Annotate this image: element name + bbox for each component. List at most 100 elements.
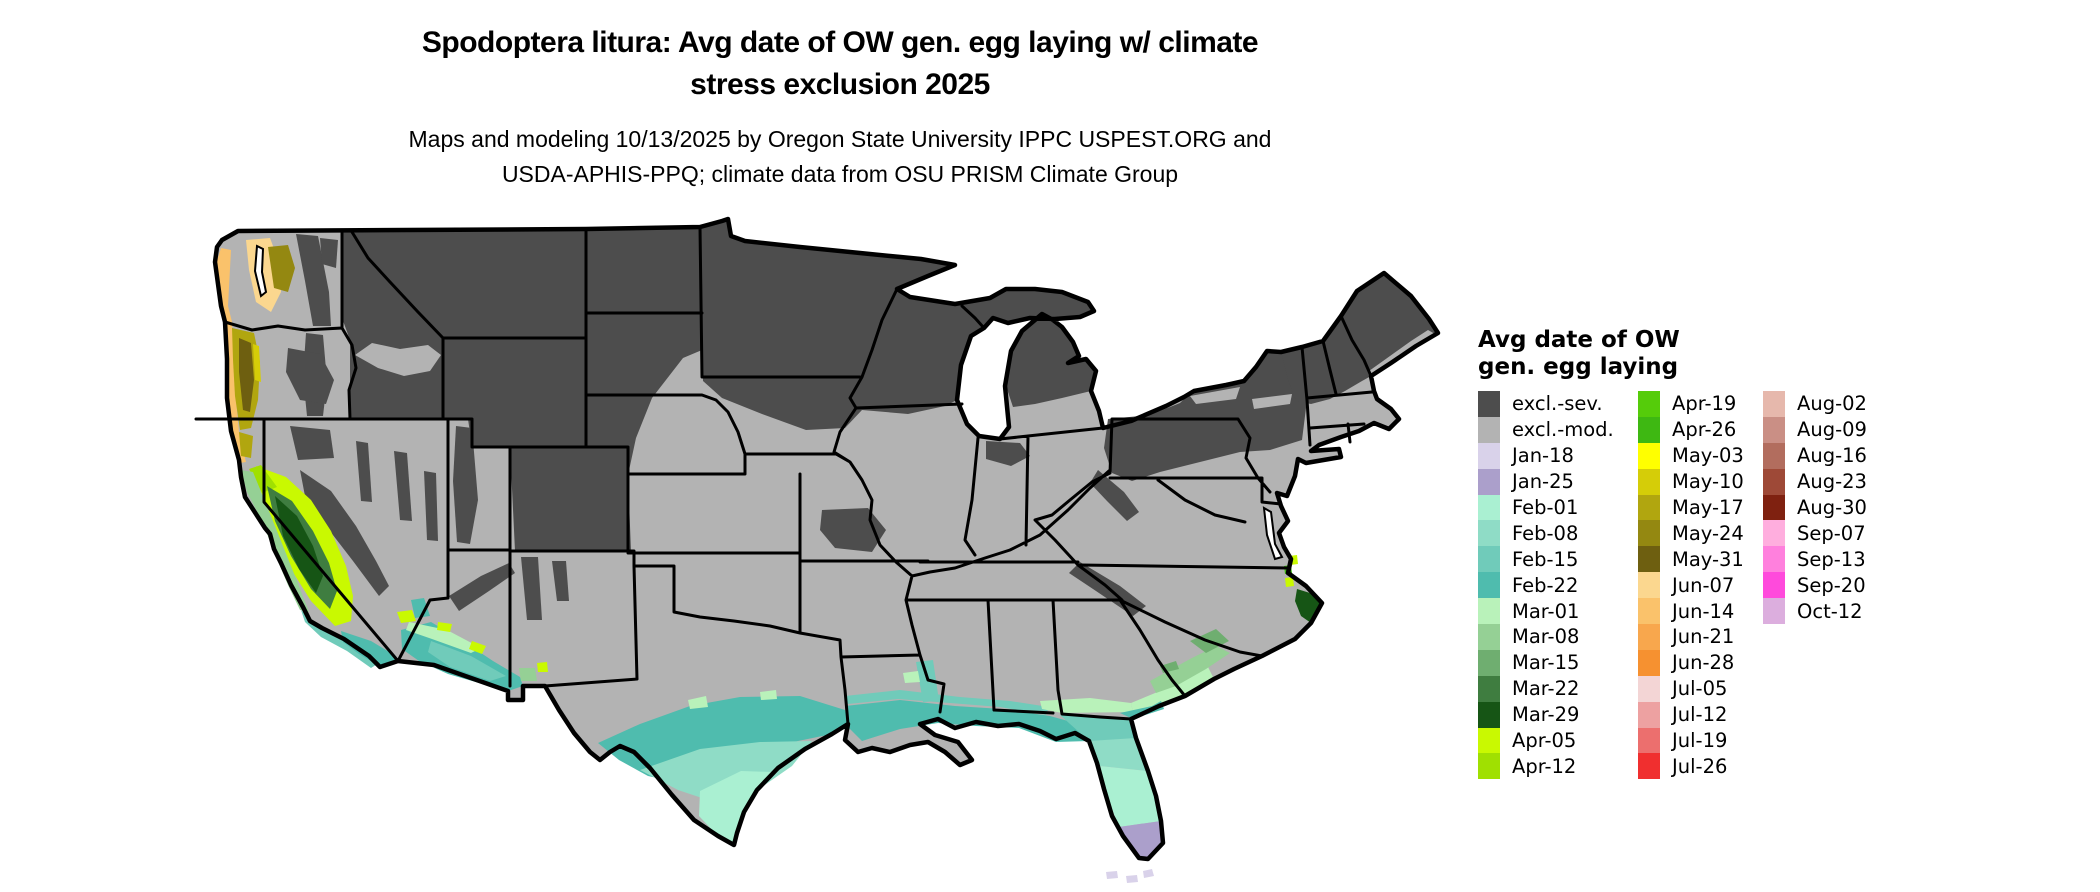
region-arizona-ring-apr05-3 xyxy=(469,641,486,654)
legend-title: Avg date of OW gen. egg laying xyxy=(1478,327,1680,381)
legend-label: Apr-12 xyxy=(1512,754,1577,778)
legend-label: Aug-30 xyxy=(1797,496,1867,519)
legend-entry: Sep-07 xyxy=(1763,520,1867,547)
legend-entry: excl.-mod. xyxy=(1478,416,1614,443)
legend-swatch xyxy=(1763,416,1785,443)
legend-entry: Jul-26 xyxy=(1638,753,1744,780)
legend-label: Sep-13 xyxy=(1797,547,1866,571)
legend-entry: Mar-08 xyxy=(1478,624,1614,650)
legend-label: Jul-19 xyxy=(1672,729,1728,753)
region-eastern-oregon-excl-sev xyxy=(286,348,334,404)
region-willamette-core-may31 xyxy=(239,338,254,412)
legend-swatch xyxy=(1478,391,1500,417)
legend-label: May-31 xyxy=(1672,547,1744,571)
legend-swatch xyxy=(1478,598,1500,625)
legend-entry: Aug-09 xyxy=(1763,416,1867,443)
legend-label: Jul-05 xyxy=(1672,677,1728,701)
legend-swatch xyxy=(1478,520,1500,547)
legend-entry: Jun-14 xyxy=(1638,598,1744,625)
region-nevada-range-3-excl-sev xyxy=(424,471,438,541)
legend-label: Jan-18 xyxy=(1512,444,1574,468)
region-south-texas-feb08 xyxy=(640,741,812,813)
region-outer-banks-apr05-2 xyxy=(1285,577,1294,587)
legend-swatch xyxy=(1638,753,1660,780)
legend-entry: Feb-15 xyxy=(1478,546,1614,573)
legend-swatch xyxy=(1638,727,1660,754)
region-socal-inland-feb22 xyxy=(341,631,397,666)
page-title: Spodoptera litura: Avg date of OW gen. e… xyxy=(180,22,1500,106)
region-florida-keys-jan18-3 xyxy=(1143,869,1154,878)
region-north-rockies-plains-excl-sev xyxy=(342,219,1094,551)
region-arizona-ring-apr05-1 xyxy=(397,610,416,623)
legend-label: Jan-25 xyxy=(1512,470,1574,494)
legend-label: Aug-09 xyxy=(1797,418,1867,442)
legend-entry: Jul-19 xyxy=(1638,727,1744,754)
legend-label: Apr-19 xyxy=(1672,392,1737,416)
legend-swatch xyxy=(1478,675,1500,702)
legend-swatch xyxy=(1638,391,1660,417)
legend-swatch xyxy=(1638,520,1660,547)
legend-label: Feb-01 xyxy=(1512,496,1579,519)
title-line-1: Spodoptera litura: Avg date of OW gen. e… xyxy=(421,26,1259,59)
legend-swatch xyxy=(1638,675,1660,702)
legend-label: Aug-02 xyxy=(1797,392,1867,416)
region-okanogan-excl-sev xyxy=(320,238,338,268)
map-legend: Avg date of OW gen. egg laying excl.-sev… xyxy=(1478,327,1867,780)
legend-swatch xyxy=(1478,572,1500,599)
region-new-mexico-mtns-1-excl-sev xyxy=(521,557,542,620)
state-borders xyxy=(194,225,1374,726)
legend-swatch xyxy=(1478,624,1500,650)
region-gulf-coast-feb15 xyxy=(845,690,1049,715)
legend-label: May-03 xyxy=(1672,444,1744,468)
chesapeake-bay-water xyxy=(1262,506,1284,561)
region-arizona-desert-feb15 xyxy=(428,641,506,681)
legend-label: Mar-29 xyxy=(1512,703,1580,727)
region-erie-ontario-shore-excl-mod xyxy=(1190,387,1240,404)
legend-label: Jun-21 xyxy=(1672,625,1735,649)
legend-swatch xyxy=(1478,727,1500,754)
region-sierra-nevada-excl-sev xyxy=(300,470,389,596)
region-west-virginia-highlands-excl-sev xyxy=(1090,470,1139,521)
region-south-texas-feb01 xyxy=(699,771,772,845)
legend-entry: Jun-28 xyxy=(1638,649,1744,676)
legend-label: Mar-01 xyxy=(1512,599,1580,623)
legend-entry: Jan-18 xyxy=(1478,442,1614,469)
legend-swatch xyxy=(1638,701,1660,728)
region-arizona-ring-apr05-2 xyxy=(437,622,452,632)
legend-entry: Sep-13 xyxy=(1763,546,1867,573)
legend-entry: Feb-08 xyxy=(1478,520,1614,547)
legend-entry: May-03 xyxy=(1638,442,1744,469)
legend-swatch xyxy=(1763,598,1785,625)
legend-label: Mar-22 xyxy=(1512,677,1580,701)
region-northern-new-england-excl-sev xyxy=(1281,273,1438,404)
region-wa-or-coast-jun14 xyxy=(216,248,246,463)
legend-swatch xyxy=(1763,442,1785,469)
legend-swatch xyxy=(1638,572,1660,599)
region-colorado-river-feb22 xyxy=(411,598,430,618)
legend-label: May-17 xyxy=(1672,496,1744,519)
legend-label: excl.-mod. xyxy=(1512,418,1614,442)
legend-entry: excl.-sev. xyxy=(1478,391,1614,417)
legend-entry: Jan-25 xyxy=(1478,468,1614,495)
figure-subtitle: Maps and modeling 10/13/2025 by Oregon S… xyxy=(180,122,1500,192)
region-mohawk-valley-excl-mod xyxy=(1252,394,1292,409)
legend-entry: Feb-22 xyxy=(1478,572,1614,599)
legend-entry: Mar-29 xyxy=(1478,701,1614,728)
legend-label: Jul-26 xyxy=(1672,754,1728,778)
legend-entry: Mar-22 xyxy=(1478,675,1614,702)
region-california-coast-mar08 xyxy=(241,470,309,612)
region-mogollon-rim-excl-sev xyxy=(449,563,515,611)
legend-swatch xyxy=(1638,546,1660,573)
legend-title-line-1: Avg date of OW xyxy=(1478,327,1680,353)
legend-entry: Apr-12 xyxy=(1478,753,1614,780)
legend-swatch xyxy=(1478,753,1500,780)
conus-outline xyxy=(212,216,1441,862)
legend-swatch xyxy=(1478,546,1500,573)
legend-label: Feb-22 xyxy=(1512,573,1579,597)
region-florida-keys-jan18-1 xyxy=(1106,871,1118,879)
region-central-florida-feb01 xyxy=(1100,766,1161,827)
region-washington-cascades-excl-sev xyxy=(296,234,331,326)
legend-label: Apr-26 xyxy=(1672,418,1737,442)
region-south-florida-jan25 xyxy=(1119,821,1163,859)
